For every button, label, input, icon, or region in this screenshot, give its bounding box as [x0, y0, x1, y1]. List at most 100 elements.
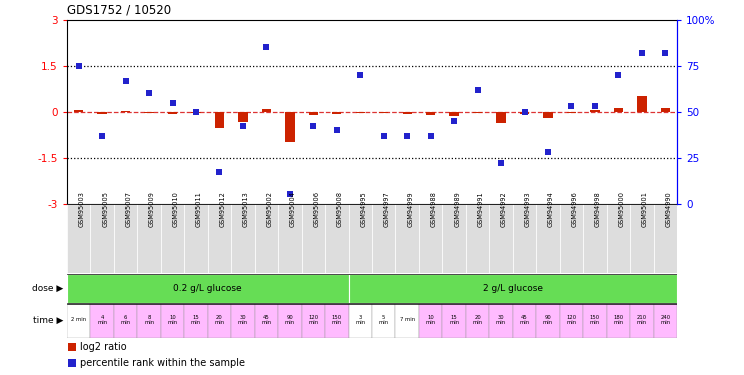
Text: GSM94990: GSM94990 [665, 191, 671, 227]
Text: 2 min: 2 min [71, 318, 86, 322]
Bar [396, 204, 419, 273]
Text: 10
min: 10 min [167, 315, 178, 325]
Bar [67, 204, 91, 273]
Text: GDS1752 / 10520: GDS1752 / 10520 [67, 3, 171, 16]
Text: GSM95011: GSM95011 [196, 191, 202, 227]
Text: 3
min: 3 min [355, 315, 365, 325]
Bar [443, 304, 466, 338]
Bar [161, 204, 185, 273]
Text: GSM94998: GSM94998 [595, 191, 601, 227]
Bar [325, 204, 348, 273]
Bar [348, 304, 372, 338]
Bar [91, 204, 114, 273]
Text: GSM95013: GSM95013 [243, 191, 249, 227]
Text: 45
min: 45 min [261, 315, 272, 325]
Text: 15
min: 15 min [449, 315, 459, 325]
Text: 90
min: 90 min [285, 315, 295, 325]
Bar [520, 112, 529, 114]
Text: 210
min: 210 min [637, 315, 647, 325]
Text: 45
min: 45 min [519, 315, 530, 325]
Text: 10
min: 10 min [426, 315, 436, 325]
Text: GSM94994: GSM94994 [548, 191, 554, 227]
Bar [348, 274, 677, 303]
Bar [231, 204, 254, 273]
Text: GSM94997: GSM94997 [384, 191, 390, 227]
Bar [661, 108, 670, 112]
Bar [630, 304, 653, 338]
Text: GSM95009: GSM95009 [149, 191, 155, 227]
Text: GSM94991: GSM94991 [478, 191, 484, 227]
Bar [379, 112, 388, 113]
Bar [138, 304, 161, 338]
Text: dose ▶: dose ▶ [32, 284, 63, 293]
Bar [559, 304, 583, 338]
Text: GSM94992: GSM94992 [501, 191, 507, 227]
Text: 120
min: 120 min [308, 315, 318, 325]
Bar [372, 304, 396, 338]
Bar [443, 204, 466, 273]
Text: 150
min: 150 min [590, 315, 600, 325]
Bar [356, 112, 365, 113]
Text: 150
min: 150 min [332, 315, 341, 325]
Text: GSM95006: GSM95006 [313, 191, 319, 227]
Bar [614, 108, 623, 112]
Text: GSM94995: GSM94995 [360, 191, 366, 227]
Bar [215, 112, 224, 128]
Bar [278, 304, 301, 338]
Bar [496, 112, 506, 123]
Bar [208, 304, 231, 338]
Bar [426, 112, 435, 116]
Text: GSM94996: GSM94996 [571, 191, 577, 227]
Bar [637, 96, 647, 112]
Text: GSM95003: GSM95003 [79, 191, 85, 227]
Text: 180
min: 180 min [613, 315, 623, 325]
Bar [185, 204, 208, 273]
Bar [559, 204, 583, 273]
Bar [372, 204, 396, 273]
Text: 7 min: 7 min [400, 318, 414, 322]
Bar [606, 304, 630, 338]
Text: GSM95002: GSM95002 [266, 191, 272, 227]
Bar [513, 204, 536, 273]
Text: GSM94988: GSM94988 [431, 191, 437, 227]
Bar [97, 112, 107, 114]
Bar [254, 204, 278, 273]
Text: 90
min: 90 min [543, 315, 553, 325]
Bar [309, 112, 318, 115]
Bar [91, 304, 114, 338]
Text: 240
min: 240 min [660, 315, 670, 325]
Bar [490, 204, 513, 273]
Text: 0.2 g/L glucose: 0.2 g/L glucose [173, 284, 242, 293]
Text: GSM94999: GSM94999 [407, 191, 413, 227]
Bar [490, 304, 513, 338]
Bar [419, 304, 443, 338]
Bar [466, 204, 490, 273]
Bar [473, 112, 482, 113]
Bar [543, 112, 553, 118]
Text: time ▶: time ▶ [33, 316, 63, 325]
Text: GSM95005: GSM95005 [102, 191, 108, 227]
Bar [590, 110, 600, 112]
Text: 120
min: 120 min [566, 315, 577, 325]
Bar [168, 112, 177, 114]
Text: 8
min: 8 min [144, 315, 154, 325]
Bar [185, 304, 208, 338]
Bar [262, 109, 271, 112]
Text: 5
min: 5 min [379, 315, 389, 325]
Bar [630, 204, 653, 273]
Bar [74, 110, 83, 112]
Text: 6
min: 6 min [121, 315, 131, 325]
Bar [396, 304, 419, 338]
Bar [449, 112, 459, 116]
Bar [536, 204, 559, 273]
Bar [67, 304, 91, 338]
Bar [208, 204, 231, 273]
Bar [238, 112, 248, 122]
Bar [332, 112, 341, 114]
Text: log2 ratio: log2 ratio [80, 342, 127, 352]
Bar [583, 304, 606, 338]
Text: 30
min: 30 min [496, 315, 506, 325]
Bar [653, 304, 677, 338]
Bar [301, 304, 325, 338]
Text: 20
min: 20 min [214, 315, 225, 325]
